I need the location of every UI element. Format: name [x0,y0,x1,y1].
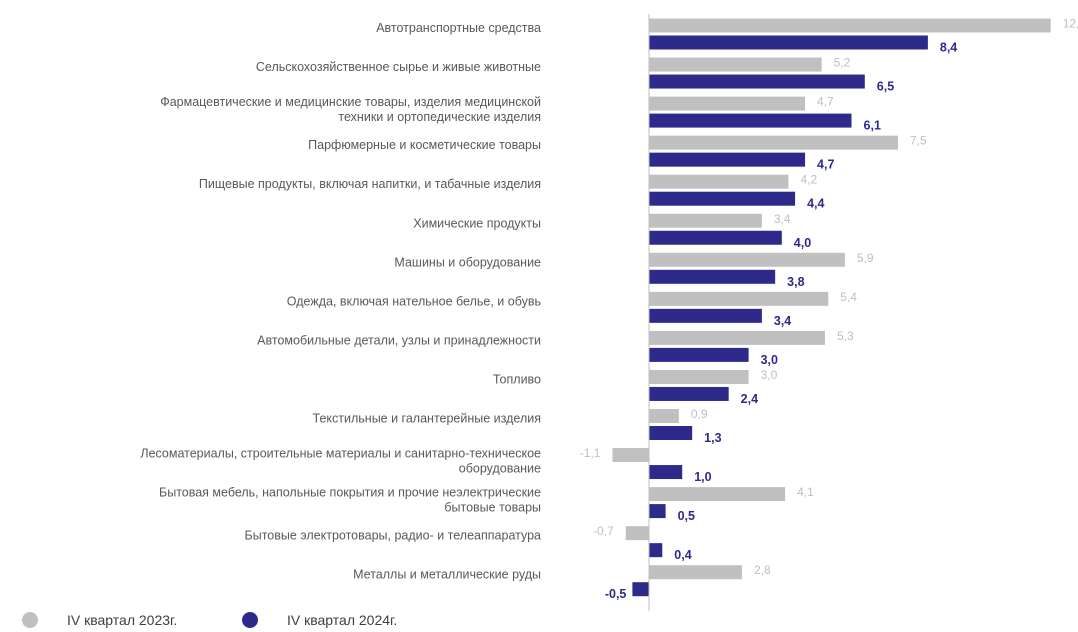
bar-2023 [625,526,649,541]
bar-2023 [649,96,806,111]
bar-2024 [649,113,852,128]
data-label-2024: 4,0 [794,236,811,250]
data-label-2023: 5,2 [834,56,851,70]
bar-2023 [649,18,1051,33]
bar-2023 [649,135,898,150]
category-label: Сельскохозяйственное сырье и живые живот… [256,60,541,74]
bar-2023 [649,369,749,384]
bar-2024 [649,426,693,440]
bar-2023 [649,213,762,228]
legend-item-2023: IV квартал 2023г. [22,612,177,628]
bar-2024 [649,191,796,206]
category-labels: Автотранспортные средства Сельскохозяйств… [140,21,541,582]
legend-item-2024: IV квартал 2024г. [242,612,397,628]
legend-marker [242,612,258,628]
bar-2024 [649,504,666,519]
bar-2023 [649,565,742,580]
bar-2024 [649,230,782,245]
bar-2023 [649,174,789,189]
category-label: Бытовые электротовары, радио- и телеаппа… [245,529,542,543]
data-label-2023: 0,9 [691,407,708,421]
data-label-2023: 3,4 [774,212,791,226]
data-labels: 12,18,45,26,54,76,17,54,74,24,43,44,05,9… [580,17,1078,602]
category-label: Химические продукты [413,216,541,230]
data-label-2024: 0,5 [678,509,695,523]
data-label-2024: 1,3 [704,431,721,445]
data-label-2023: 5,3 [837,329,854,343]
data-label-2024: 0,4 [674,548,691,562]
data-label-2023: -0,7 [593,524,614,538]
data-label-2023: 12,1 [1063,17,1078,31]
category-label: Металлы и металлические руды [353,568,541,582]
bar-2024 [649,347,749,362]
legend-label: IV квартал 2024г. [287,612,397,628]
data-label-2023: 4,1 [797,485,814,499]
data-label-2024: 3,0 [761,353,778,367]
bar-2023 [649,409,679,423]
bar-2024 [649,35,928,50]
data-label-2023: 5,9 [857,251,874,265]
bar-2024 [649,152,806,167]
bar-2024 [649,269,776,284]
legend: IV квартал 2023г. IV квартал 2024г. [22,612,397,628]
data-label-2023: 4,2 [800,173,817,187]
bar-2024 [649,386,729,401]
data-label-2023: -1,1 [580,446,601,460]
category-label: Парфюмерные и косметические товары [308,138,541,152]
bar-2024 [649,308,762,323]
bars [612,18,1051,597]
category-label: Автомобильные детали, узлы и принадлежно… [257,333,541,347]
category-label: Текстильные и галантерейные изделия [313,412,541,426]
category-label: Лесоматериалы, строительные материалы и … [140,447,541,476]
data-label-2024: 1,0 [694,470,711,484]
data-label-2024: 4,4 [807,197,824,211]
bar-2023 [649,330,825,345]
data-label-2023: 3,0 [761,368,778,382]
bar-2024 [649,465,683,480]
bar-2023 [649,291,829,306]
category-label: Топливо [493,372,541,386]
bar-2024 [649,543,663,558]
category-label: Фармацевтические и медицинские товары, и… [160,95,541,124]
category-label: Автотранспортные средства [376,21,541,35]
legend-label: IV квартал 2023г. [67,612,177,628]
bar-2024 [649,74,865,89]
data-label-2024: 3,8 [787,275,804,289]
data-label-2024: 3,4 [774,314,791,328]
data-label-2023: 7,5 [910,134,927,148]
bar-2023 [649,487,786,502]
category-label: Одежда, включая нательное белье, и обувь [287,294,541,308]
category-label: Бытовая мебель, напольные покрытия и про… [159,486,541,515]
data-label-2023: 5,4 [840,290,857,304]
category-label: Пищевые продукты, включая напитки, и таб… [199,177,541,191]
data-label-2024: 4,7 [817,158,834,172]
data-label-2024: 2,4 [741,392,758,406]
legend-marker [22,612,38,628]
data-label-2024: -0,5 [605,587,627,601]
bar-2023 [649,57,822,72]
bar-2023 [612,448,649,463]
data-label-2024: 6,5 [877,80,894,94]
category-label: Машины и оборудование [394,255,541,269]
data-label-2023: 4,7 [817,95,834,109]
data-label-2024: 8,4 [940,41,957,55]
bar-2023 [649,252,845,267]
data-label-2024: 6,1 [864,119,881,133]
bar-2024 [632,582,649,597]
data-label-2023: 2,8 [754,563,771,577]
